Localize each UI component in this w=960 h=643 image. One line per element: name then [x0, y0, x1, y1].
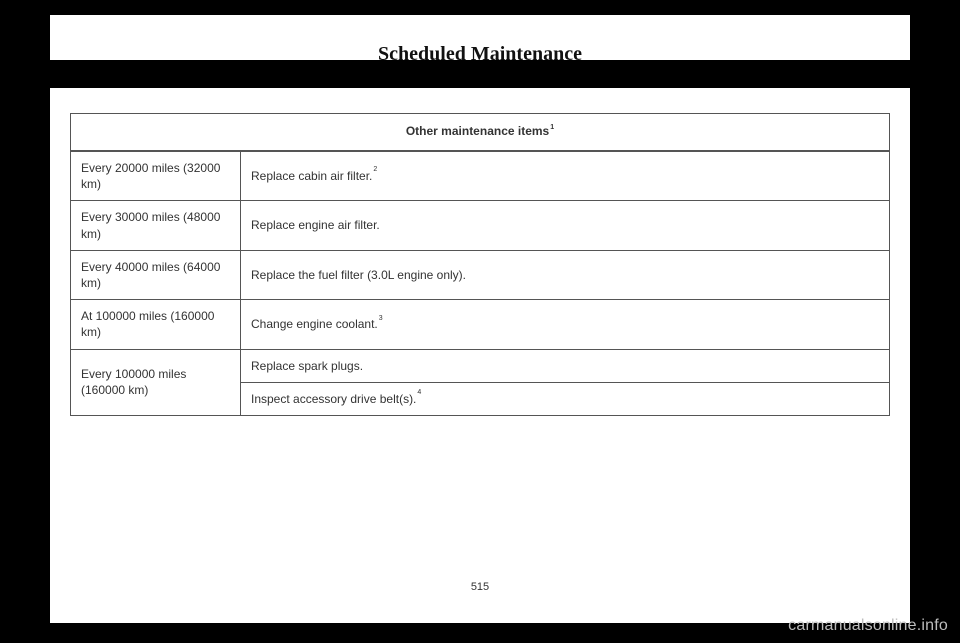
watermark: carmanualsonline.info	[788, 617, 948, 635]
item-cell: Replace the fuel filter (3.0L engine onl…	[241, 251, 889, 299]
interval-cell: At 100000 miles (160000 km)	[71, 300, 241, 348]
interval-cell: Every 100000 miles (160000 km)	[71, 350, 241, 415]
item-text: Change engine coolant.	[251, 316, 378, 332]
table-header: Other maintenance items1	[71, 114, 889, 151]
item-cell: Change engine coolant.3	[241, 300, 889, 348]
table-row: At 100000 miles (160000 km) Change engin…	[71, 299, 889, 348]
item-text: Replace spark plugs.	[251, 358, 363, 374]
item-sup: 2	[373, 165, 377, 174]
items-wrap: Replace cabin air filter.2	[241, 152, 889, 200]
item-text: Inspect accessory drive belt(s).	[251, 391, 416, 407]
items-wrap: Replace engine air filter.	[241, 201, 889, 249]
table-header-sup: 1	[550, 124, 554, 131]
interval-cell: Every 30000 miles (48000 km)	[71, 201, 241, 249]
item-cell: Replace spark plugs.	[241, 350, 889, 382]
item-sup: 3	[379, 314, 383, 323]
table-row: Every 30000 miles (48000 km) Replace eng…	[71, 200, 889, 249]
item-cell: Replace engine air filter.	[241, 201, 889, 249]
item-text: Replace the fuel filter (3.0L engine onl…	[251, 267, 466, 283]
table-row: Every 40000 miles (64000 km) Replace the…	[71, 250, 889, 299]
item-text: Replace cabin air filter.	[251, 168, 372, 184]
interval-cell: Every 20000 miles (32000 km)	[71, 152, 241, 200]
item-cell: Replace cabin air filter.2	[241, 152, 889, 200]
maintenance-table: Other maintenance items1 Every 20000 mil…	[70, 113, 890, 416]
table-row: Every 100000 miles (160000 km) Replace s…	[71, 349, 889, 415]
table-header-text: Other maintenance items	[406, 124, 549, 138]
item-sup: 4	[417, 388, 421, 397]
item-cell: Inspect accessory drive belt(s).4	[241, 382, 889, 415]
items-wrap: Replace the fuel filter (3.0L engine onl…	[241, 251, 889, 299]
table-row: Every 20000 miles (32000 km) Replace cab…	[71, 151, 889, 200]
item-text: Replace engine air filter.	[251, 217, 380, 233]
page: Scheduled Maintenance Other maintenance …	[50, 15, 910, 623]
page-number: 515	[50, 581, 910, 593]
black-bar	[0, 60, 960, 88]
interval-cell: Every 40000 miles (64000 km)	[71, 251, 241, 299]
items-wrap: Replace spark plugs. Inspect accessory d…	[241, 350, 889, 415]
items-wrap: Change engine coolant.3	[241, 300, 889, 348]
